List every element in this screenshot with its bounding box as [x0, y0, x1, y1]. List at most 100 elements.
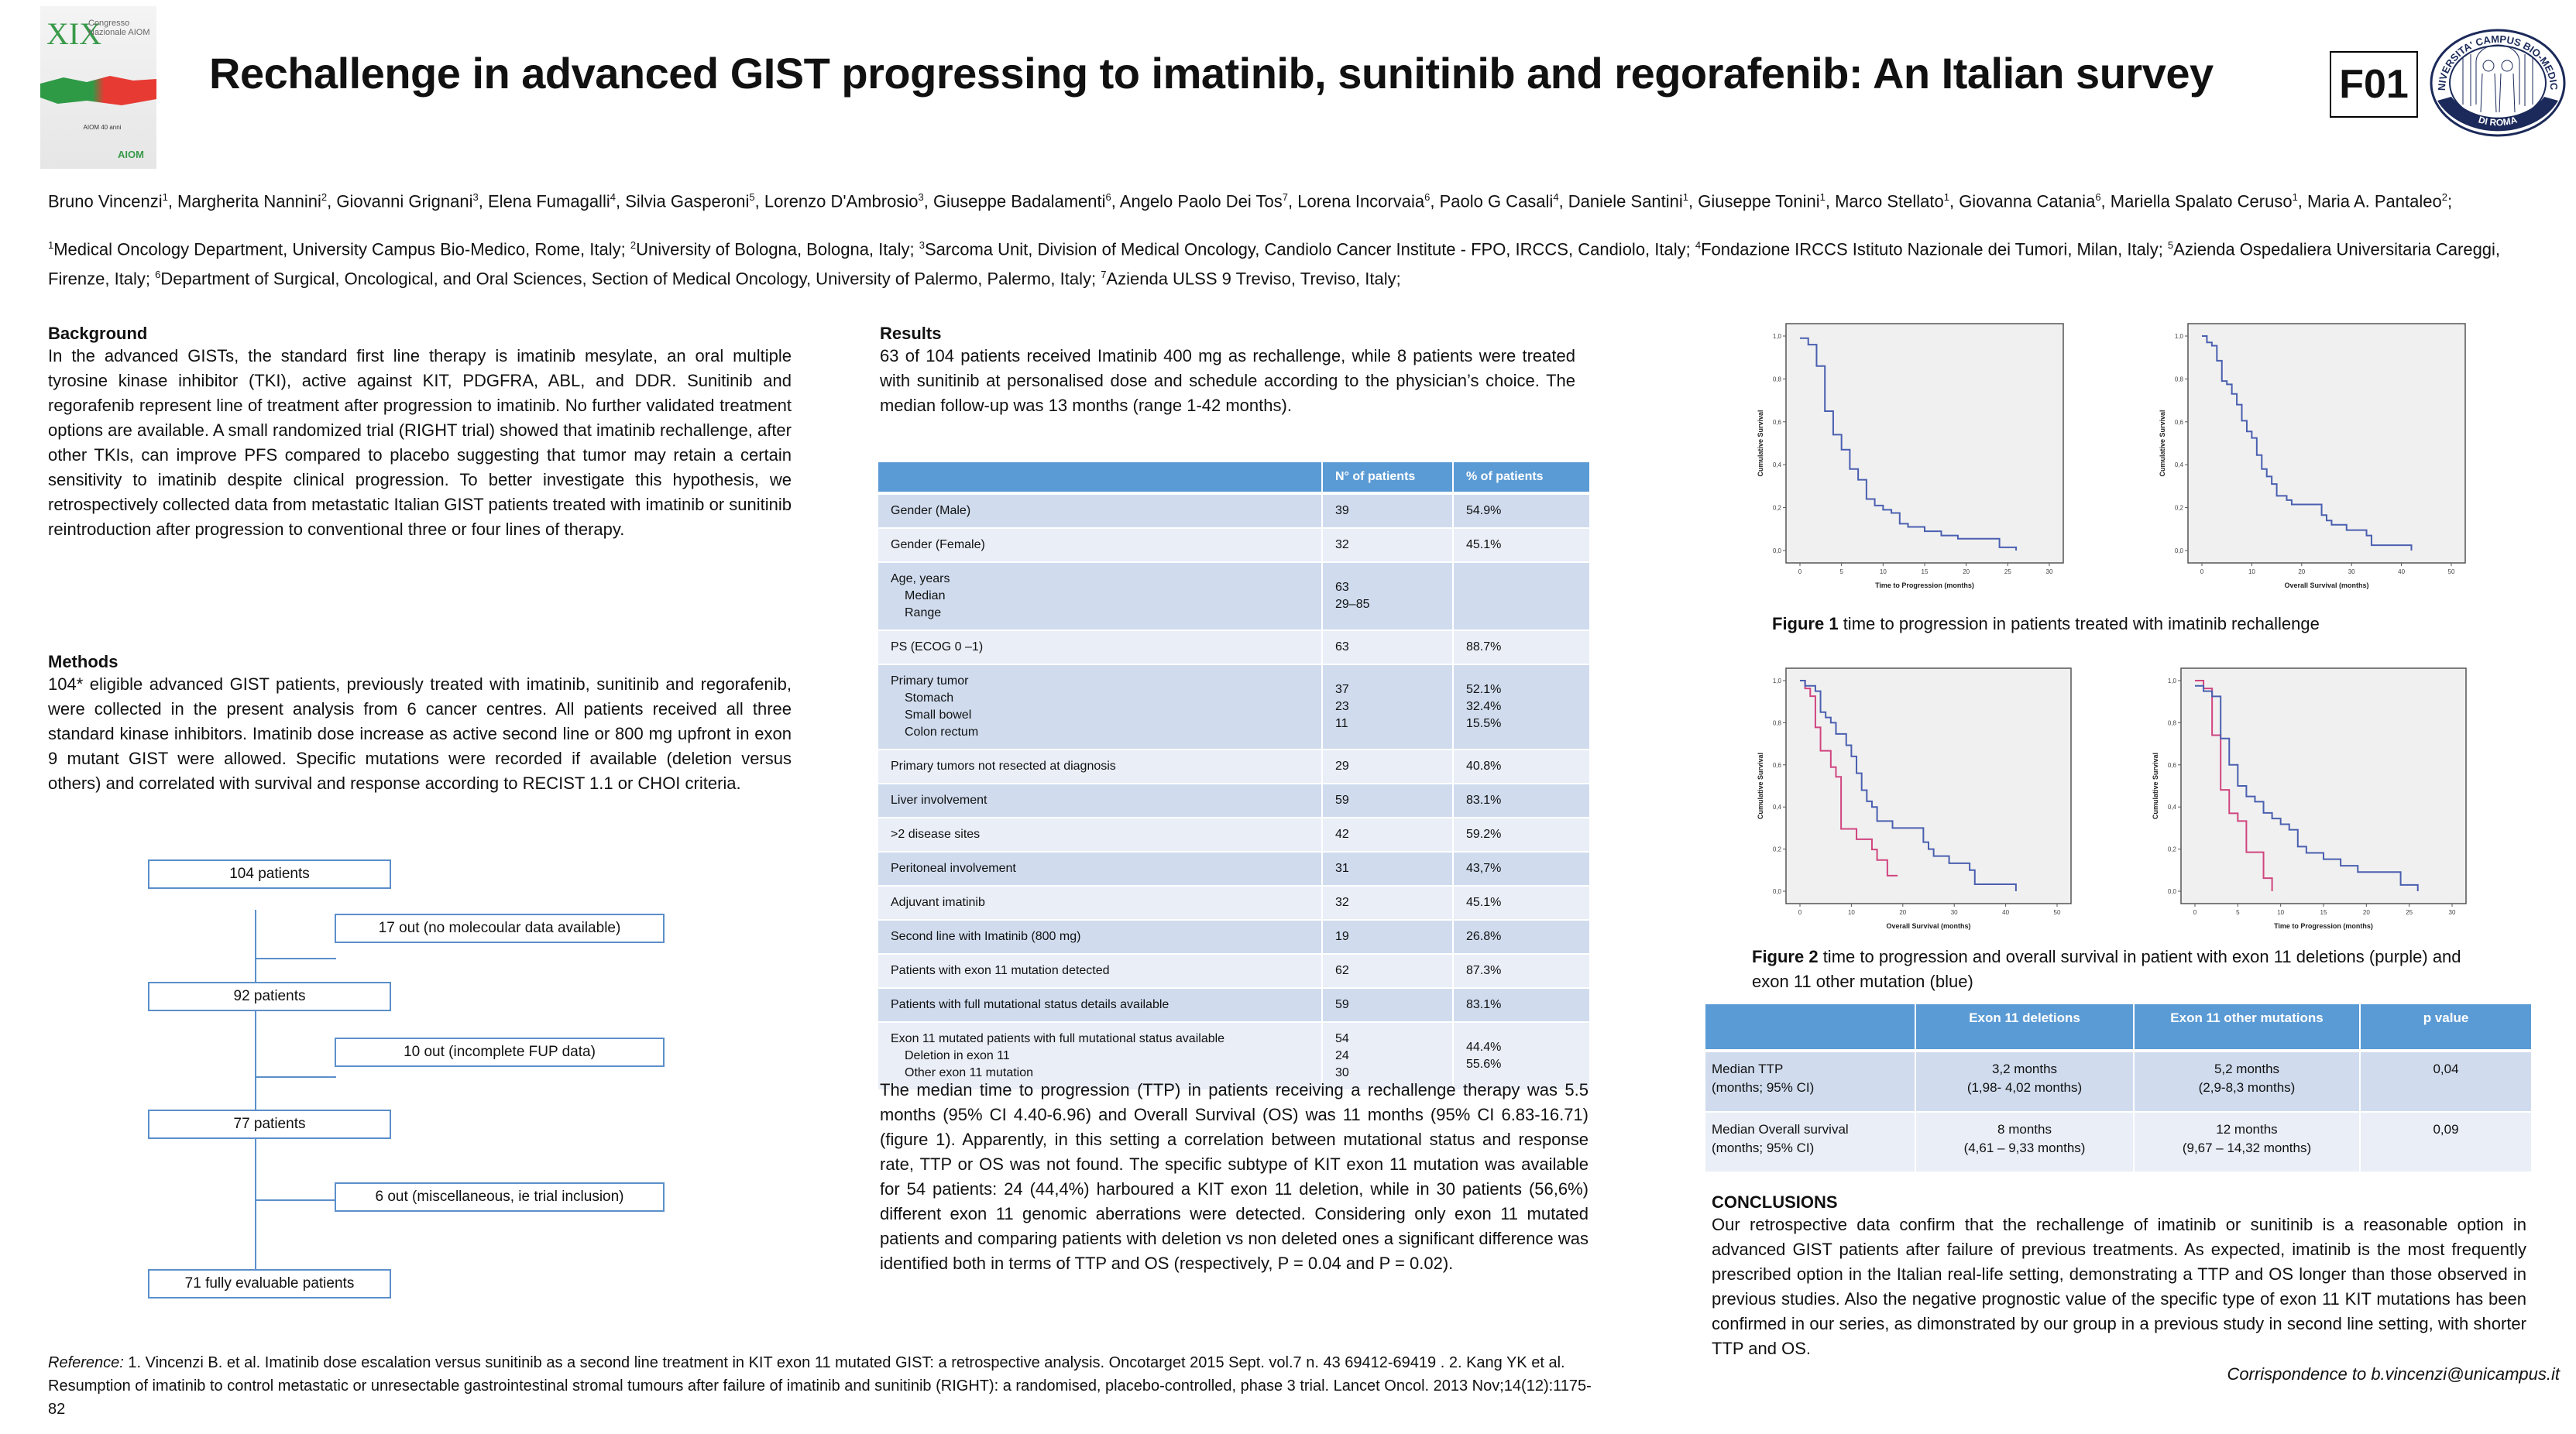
x-tick-label: 0: [2200, 568, 2204, 575]
author-affiliation-marker: 3: [918, 191, 924, 203]
table-row: Median TTP (months; 95% CI) 3,2 months (1,9…: [1705, 1052, 2533, 1113]
table-cell: 83.1%: [1454, 784, 1591, 818]
table-row: Second line with Imatinib (800 mg) 19 26.8…: [878, 921, 1591, 955]
x-tick-label: 20: [2298, 568, 2305, 575]
x-tick-label: 10: [2248, 568, 2255, 575]
table-cell: 52.1% 32.4% 15.5%: [1454, 665, 1591, 750]
survival-curve-all-patients: [1800, 337, 2018, 551]
y-tick-label: 0,0: [1773, 888, 1782, 895]
conclusions-section: CONCLUSIONS Our retrospective data confi…: [1712, 1192, 2526, 1361]
university-logo-icon: UNIVERSITA' CAMPUS BIO-MEDICO DI ROMA: [2428, 27, 2566, 137]
y-tick-label: 0,8: [1773, 376, 1782, 383]
y-tick-label: 0,4: [2168, 804, 2177, 811]
x-tick-label: 30: [2046, 568, 2053, 575]
table-cell: [1454, 563, 1591, 631]
table-header-cell: Exon 11 deletions: [1916, 1004, 2135, 1052]
affiliation-text: Department of Surgical, Oncological, and…: [160, 269, 1101, 289]
affiliation-text: Sarcoma Unit, Division of Medical Oncolo…: [924, 239, 1695, 259]
author-affiliation-marker: 6: [1105, 191, 1111, 203]
table-header-row: N° of patients % of patients: [878, 462, 1591, 495]
x-tick-label: 25: [2406, 909, 2413, 916]
affiliation-marker: 4: [1695, 239, 1702, 251]
conclusions-text: Our retrospective data confirm that the …: [1712, 1215, 2526, 1358]
figure1-text: time to progression in patients treated …: [1838, 614, 2320, 633]
x-tick-label: 50: [2054, 909, 2061, 916]
y-tick-label: 1,0: [1773, 333, 1782, 340]
table-header-cell: Exon 11 other mutations: [2135, 1004, 2361, 1052]
table-cell: Gender (Female): [878, 529, 1323, 563]
y-tick-label: 0,6: [2168, 762, 2177, 769]
x-tick-label: 50: [2448, 568, 2455, 575]
table-cell: 62: [1323, 955, 1454, 989]
x-tick-label: 20: [2363, 909, 2370, 916]
congress-logo-numeral: XIX: [46, 16, 102, 51]
table-cell: 88.7%: [1454, 631, 1591, 665]
table-cell: Patients with exon 11 mutation detected: [878, 955, 1323, 989]
background-text: In the advanced GISTs, the standard firs…: [48, 346, 792, 539]
survival-curve-exon-11-deletions: [1800, 680, 1898, 877]
table-cell: 40.8%: [1454, 750, 1591, 784]
fig1-os-chart: 0,0 0,2 0,4 0,6 0,8 1,0 0 10 20 30 40 50 Overall Sur…: [2159, 323, 2466, 589]
plot-area: [2187, 323, 2466, 564]
x-tick-label: 0: [2193, 909, 2197, 916]
y-axis-label: Cumulative Survival: [2159, 410, 2166, 476]
correspondence-email[interactable]: Corrispondence to b.vincenzi@unicampus.i…: [2227, 1364, 2560, 1384]
y-tick-label: 0,2: [2168, 846, 2177, 853]
patient-characteristics-table: N° of patients % of patients Gender (Mal…: [878, 462, 1591, 1091]
congress-logo-name: Congresso Nazionale AIOM: [88, 19, 150, 37]
table-cell: 32: [1323, 887, 1454, 921]
x-axis-label: Overall Survival (months): [2284, 581, 2368, 589]
affiliation-text: Fondazione IRCCS Istituto Nazionale dei …: [1701, 239, 2168, 259]
author-list: Bruno Vincenzi1, Margherita Nannini2, Gi…: [48, 191, 2453, 211]
y-tick-label: 0,0: [2168, 888, 2177, 895]
table-cell: 63: [1323, 631, 1454, 665]
x-tick-label: 10: [1880, 568, 1887, 575]
table-cell: 19: [1323, 921, 1454, 955]
table-cell: 39: [1323, 495, 1454, 529]
y-tick-label: 0,4: [1773, 804, 1782, 811]
author-affiliation-marker: 6: [2095, 191, 2101, 203]
table-header-cell: [1705, 1004, 1916, 1052]
reference-text: 1. Vincenzi B. et al. Imatinib dose esca…: [48, 1354, 1592, 1418]
aiom-logo: AIOM: [118, 149, 144, 160]
author-name: Maria A. Pantaleo: [2307, 191, 2442, 211]
affiliation-list: 1Medical Oncology Department, University…: [48, 232, 2565, 292]
italian-flag-graphic: [40, 76, 156, 105]
x-tick-label: 30: [2348, 568, 2355, 575]
table-cell: 0,04: [2361, 1052, 2533, 1113]
affiliation-text: Medical Oncology Department, University …: [53, 239, 630, 259]
table-header-cell: [878, 462, 1323, 495]
x-tick-label: 5: [2236, 909, 2240, 916]
y-axis-label: Cumulative Survival: [1757, 753, 1764, 819]
table-cell: 8 months (4,61 – 9,33 months): [1916, 1113, 2135, 1173]
table-cell: 3,2 months (1,98- 4,02 months): [1916, 1052, 2135, 1113]
affiliation-text: University of Bologna, Bologna, Italy;: [636, 239, 919, 259]
fig1-ttp-chart: 0,0 0,2 0,4 0,6 0,8 1,0 0 5 10 15 20 25 30 Time to Pr…: [1757, 323, 2064, 589]
poster-title: Rechallenge in advanced GIST progressing…: [209, 49, 2214, 98]
table-cell: Gender (Male): [878, 495, 1323, 529]
plot-area: [1785, 323, 2064, 564]
table-cell: 42: [1323, 818, 1454, 853]
x-tick-label: 20: [1963, 568, 1970, 575]
table-cell: Age, years Median Range: [878, 563, 1323, 631]
y-tick-label: 0,8: [2175, 376, 2184, 383]
y-tick-label: 0,6: [2175, 419, 2184, 426]
x-tick-label: 25: [2004, 568, 2011, 575]
x-tick-label: 10: [1848, 909, 1855, 916]
figure2-label: Figure 2: [1752, 947, 1819, 966]
y-tick-label: 0,8: [2168, 719, 2177, 726]
x-tick-label: 15: [1922, 568, 1929, 575]
table-cell: 44.4% 55.6%: [1454, 1023, 1591, 1091]
flowchart-excluded-17: 17 out (no molecoular data available): [335, 914, 665, 943]
x-tick-label: 0: [1798, 909, 1802, 916]
author-affiliation-marker: 1: [1819, 191, 1826, 203]
affiliation-marker: 7: [1101, 269, 1107, 281]
affiliation-marker: 3: [919, 239, 925, 251]
flowchart-box-104: 104 patients: [148, 859, 391, 889]
y-tick-label: 0,6: [1773, 762, 1782, 769]
table-header-cell: p value: [2361, 1004, 2533, 1052]
author-affiliation-marker: 4: [1553, 191, 1559, 203]
fig2-os-chart: 0,0 0,2 0,4 0,6 0,8 1,0 0 10 20 30 40 50 Overall Sur…: [1757, 667, 2072, 930]
table-cell: Patients with full mutational status det…: [878, 989, 1323, 1023]
y-tick-label: 0,2: [1773, 505, 1782, 512]
